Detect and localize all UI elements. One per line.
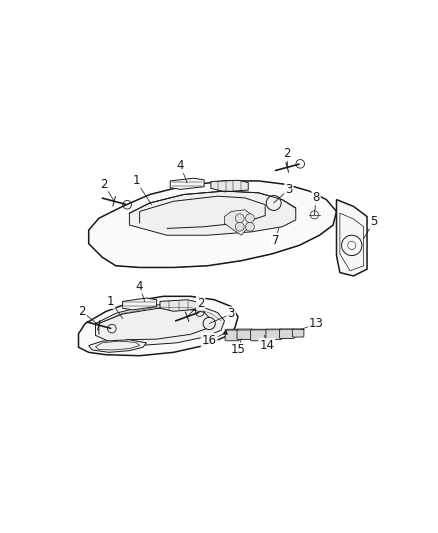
Text: 13: 13 — [309, 317, 324, 330]
Polygon shape — [88, 340, 146, 352]
Circle shape — [235, 222, 244, 231]
Polygon shape — [88, 181, 336, 268]
Polygon shape — [123, 298, 156, 310]
Polygon shape — [224, 210, 251, 235]
FancyBboxPatch shape — [266, 329, 282, 340]
Text: 14: 14 — [259, 339, 274, 352]
Polygon shape — [336, 199, 367, 276]
Text: 16: 16 — [202, 334, 217, 347]
Text: 2: 2 — [283, 147, 291, 160]
Text: 2: 2 — [197, 296, 205, 310]
Polygon shape — [78, 296, 238, 356]
FancyBboxPatch shape — [279, 329, 294, 338]
Text: 1: 1 — [107, 295, 114, 308]
Text: 1: 1 — [132, 174, 140, 188]
Text: 3: 3 — [228, 308, 235, 320]
FancyBboxPatch shape — [237, 329, 253, 340]
Text: 8: 8 — [312, 191, 320, 204]
Text: 7: 7 — [272, 234, 279, 247]
Text: 2: 2 — [100, 178, 108, 191]
Text: 15: 15 — [231, 343, 245, 357]
Text: 4: 4 — [177, 159, 184, 172]
FancyBboxPatch shape — [225, 329, 239, 341]
Text: 3: 3 — [285, 183, 293, 196]
Polygon shape — [130, 191, 296, 235]
Circle shape — [246, 222, 254, 231]
Text: 5: 5 — [370, 215, 378, 228]
FancyBboxPatch shape — [293, 329, 304, 337]
Text: 2: 2 — [78, 305, 86, 318]
Text: 4: 4 — [136, 280, 143, 293]
Polygon shape — [95, 304, 224, 345]
Polygon shape — [170, 178, 204, 189]
Circle shape — [203, 317, 215, 329]
Polygon shape — [160, 300, 197, 311]
Polygon shape — [211, 180, 248, 192]
Circle shape — [266, 196, 281, 211]
Circle shape — [246, 214, 254, 223]
Circle shape — [235, 214, 244, 223]
FancyBboxPatch shape — [251, 329, 268, 341]
